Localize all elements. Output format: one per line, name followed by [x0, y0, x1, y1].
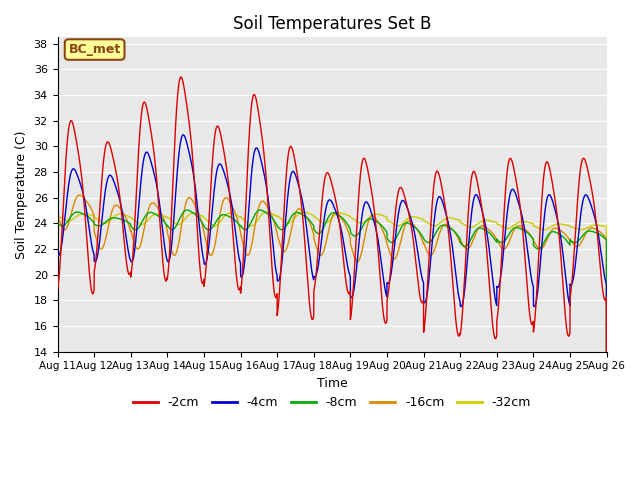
Legend: -2cm, -4cm, -8cm, -16cm, -32cm: -2cm, -4cm, -8cm, -16cm, -32cm [128, 391, 536, 414]
Y-axis label: Soil Temperature (C): Soil Temperature (C) [15, 130, 28, 259]
Title: Soil Temperatures Set B: Soil Temperatures Set B [233, 15, 431, 33]
X-axis label: Time: Time [317, 377, 348, 390]
Text: BC_met: BC_met [68, 43, 121, 56]
